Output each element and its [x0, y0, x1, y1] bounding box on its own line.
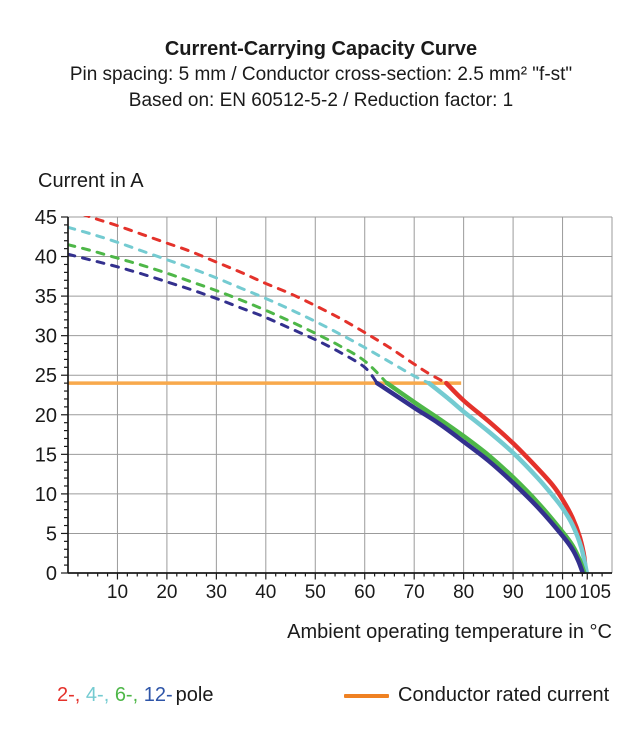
curve-12-pole-dashed	[68, 252, 379, 385]
curve-12-pole-solid	[374, 380, 586, 574]
axes	[67, 217, 612, 574]
y-tick-label: 5	[46, 523, 57, 545]
y-tick-label: 10	[35, 484, 57, 506]
curves	[68, 216, 590, 574]
x-tick-label: 40	[255, 582, 276, 603]
y-tick-label: 40	[35, 247, 57, 269]
x-axis-title: Ambient operating temperature in °C	[287, 621, 612, 643]
chart-subtitle-spec: Pin spacing: 5 mm / Conductor cross-sect…	[69, 64, 573, 85]
header: Current-Carrying Capacity Curve Pin spac…	[0, 36, 642, 114]
pole-legend-segment: 4-,	[85, 684, 115, 706]
curve-4-pole-dashed	[68, 225, 431, 385]
x-tick-label: 10	[107, 582, 128, 603]
y-tick-label: 25	[35, 365, 57, 387]
x-tick-label: 100	[545, 582, 577, 603]
chart-subtitle-basis: Based on: EN 60512-5-2 / Reduction facto…	[128, 90, 514, 111]
x-tick-label: 80	[453, 582, 474, 603]
pole-legend-segment: 12-	[143, 684, 173, 706]
legend: 2-, 4-, 6-, 12- pole Conductor rated curr…	[0, 684, 642, 710]
tick-labels: 10 20 30 40 50 60 70 80 90 100 105 0 5 10 15 20 25 30 35 40…	[35, 207, 611, 603]
curve-6-pole-dashed	[68, 243, 389, 385]
x-tick-label: 90	[503, 582, 524, 603]
curve-2-pole-dashed	[82, 216, 448, 385]
pole-legend: 2-, 4-, 6-, 12- pole	[57, 684, 213, 707]
y-tick-label: 45	[35, 207, 57, 229]
pole-legend-segment: pole	[175, 684, 214, 706]
x-tick-label: 50	[305, 582, 326, 603]
chart-title: Current-Carrying Capacity Curve	[164, 38, 478, 60]
rated-current-swatch	[344, 693, 389, 698]
ticks	[61, 216, 603, 580]
y-tick-label: 35	[35, 286, 57, 308]
gridlines	[68, 216, 613, 573]
curve-4-pole-solid	[426, 380, 590, 574]
y-tick-label: 20	[35, 405, 57, 427]
y-tick-label: 15	[35, 444, 57, 466]
y-axis-title: Current in A	[38, 170, 144, 192]
rated-current-label: Conductor rated current	[398, 684, 610, 706]
x-tick-label: 70	[404, 582, 425, 603]
x-tick-label: 60	[354, 582, 375, 603]
x-tick-label: 30	[206, 582, 227, 603]
x-tick-label: 105	[579, 582, 611, 603]
rated-current-legend: Conductor rated current	[344, 684, 609, 707]
y-tick-label: 30	[35, 326, 57, 348]
pole-legend-segment: 2-,	[57, 684, 86, 706]
pole-legend-segment: 6-,	[114, 684, 144, 706]
x-tick-label: 20	[156, 582, 177, 603]
y-tick-label: 0	[46, 563, 57, 585]
